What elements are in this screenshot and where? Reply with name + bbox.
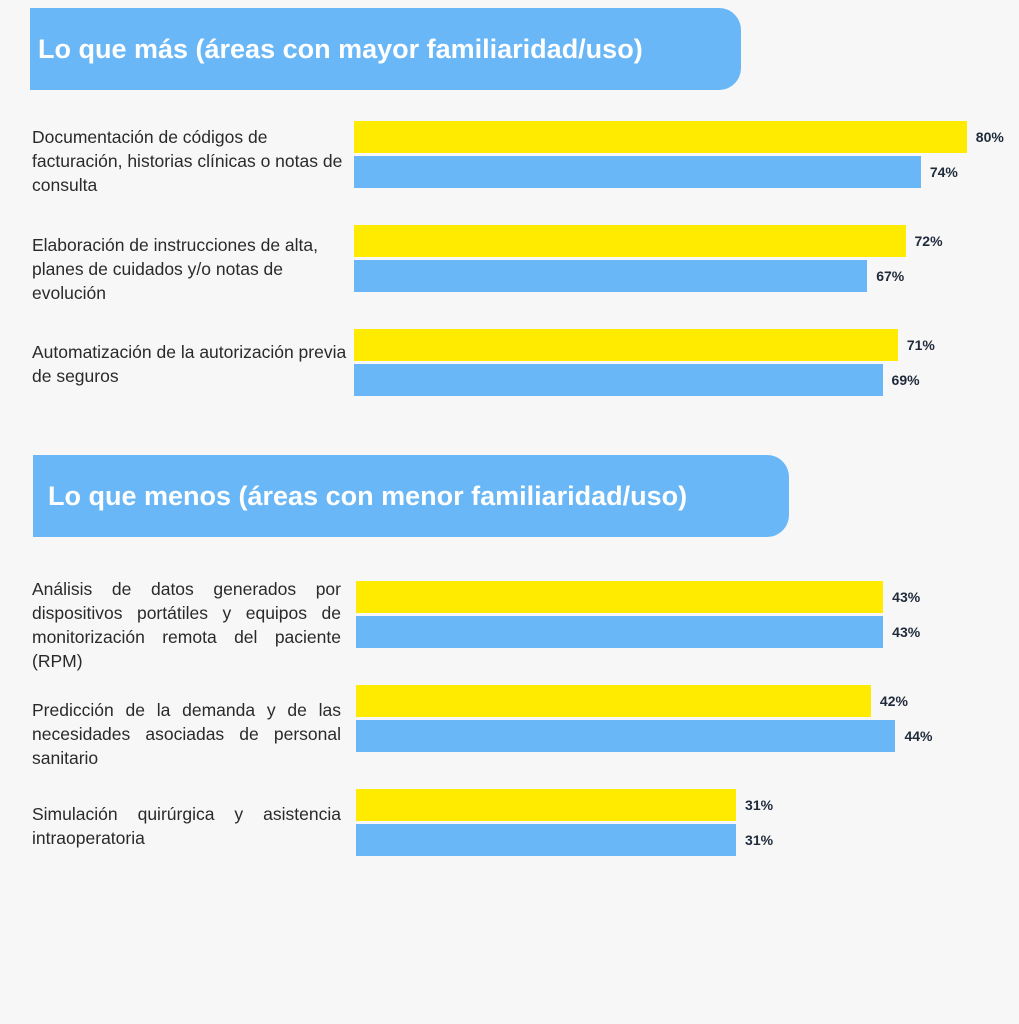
data-label: 43% <box>892 589 921 605</box>
section-header-least: Lo que menos (áreas con menor familiarid… <box>33 455 789 537</box>
data-label: 31% <box>745 832 774 848</box>
data-label: 43% <box>892 624 921 640</box>
bar-yellow <box>356 581 884 613</box>
category-label: Análisis de datos generados por disposit… <box>32 579 341 671</box>
bar-blue <box>356 616 884 648</box>
bar-blue <box>356 720 896 752</box>
data-label: 67% <box>876 268 905 284</box>
bar-blue <box>354 156 921 188</box>
data-label: 31% <box>745 797 774 813</box>
data-label: 80% <box>975 129 1004 145</box>
data-label: 42% <box>879 693 908 709</box>
section-title-most: Lo que más (áreas con mayor familiaridad… <box>38 33 643 64</box>
category-label: Documentación de códigos de facturación,… <box>32 127 343 195</box>
category-label: Automatización de la autorización previa… <box>32 342 347 386</box>
data-label: 69% <box>891 372 920 388</box>
bar-yellow <box>354 329 898 361</box>
bar-blue <box>354 260 868 292</box>
bar-blue <box>354 364 883 396</box>
bar-blue <box>356 824 737 856</box>
data-label: 74% <box>929 164 958 180</box>
category-label: Predicción de la demanda y de las necesi… <box>32 700 341 768</box>
section-header-most: Lo que más (áreas con mayor familiaridad… <box>30 8 741 90</box>
bar-yellow <box>354 225 906 257</box>
section-title-least: Lo que menos (áreas con menor familiarid… <box>48 480 688 511</box>
category-label: Elaboración de instrucciones de alta, pl… <box>32 235 319 303</box>
category-label: Simulación quirúrgica y asistencia intra… <box>32 804 341 848</box>
bar-yellow <box>356 789 737 821</box>
data-label: 71% <box>906 337 935 353</box>
bar-yellow <box>356 685 871 717</box>
data-label: 44% <box>904 728 933 744</box>
data-label: 72% <box>914 233 943 249</box>
bar-yellow <box>354 121 967 153</box>
